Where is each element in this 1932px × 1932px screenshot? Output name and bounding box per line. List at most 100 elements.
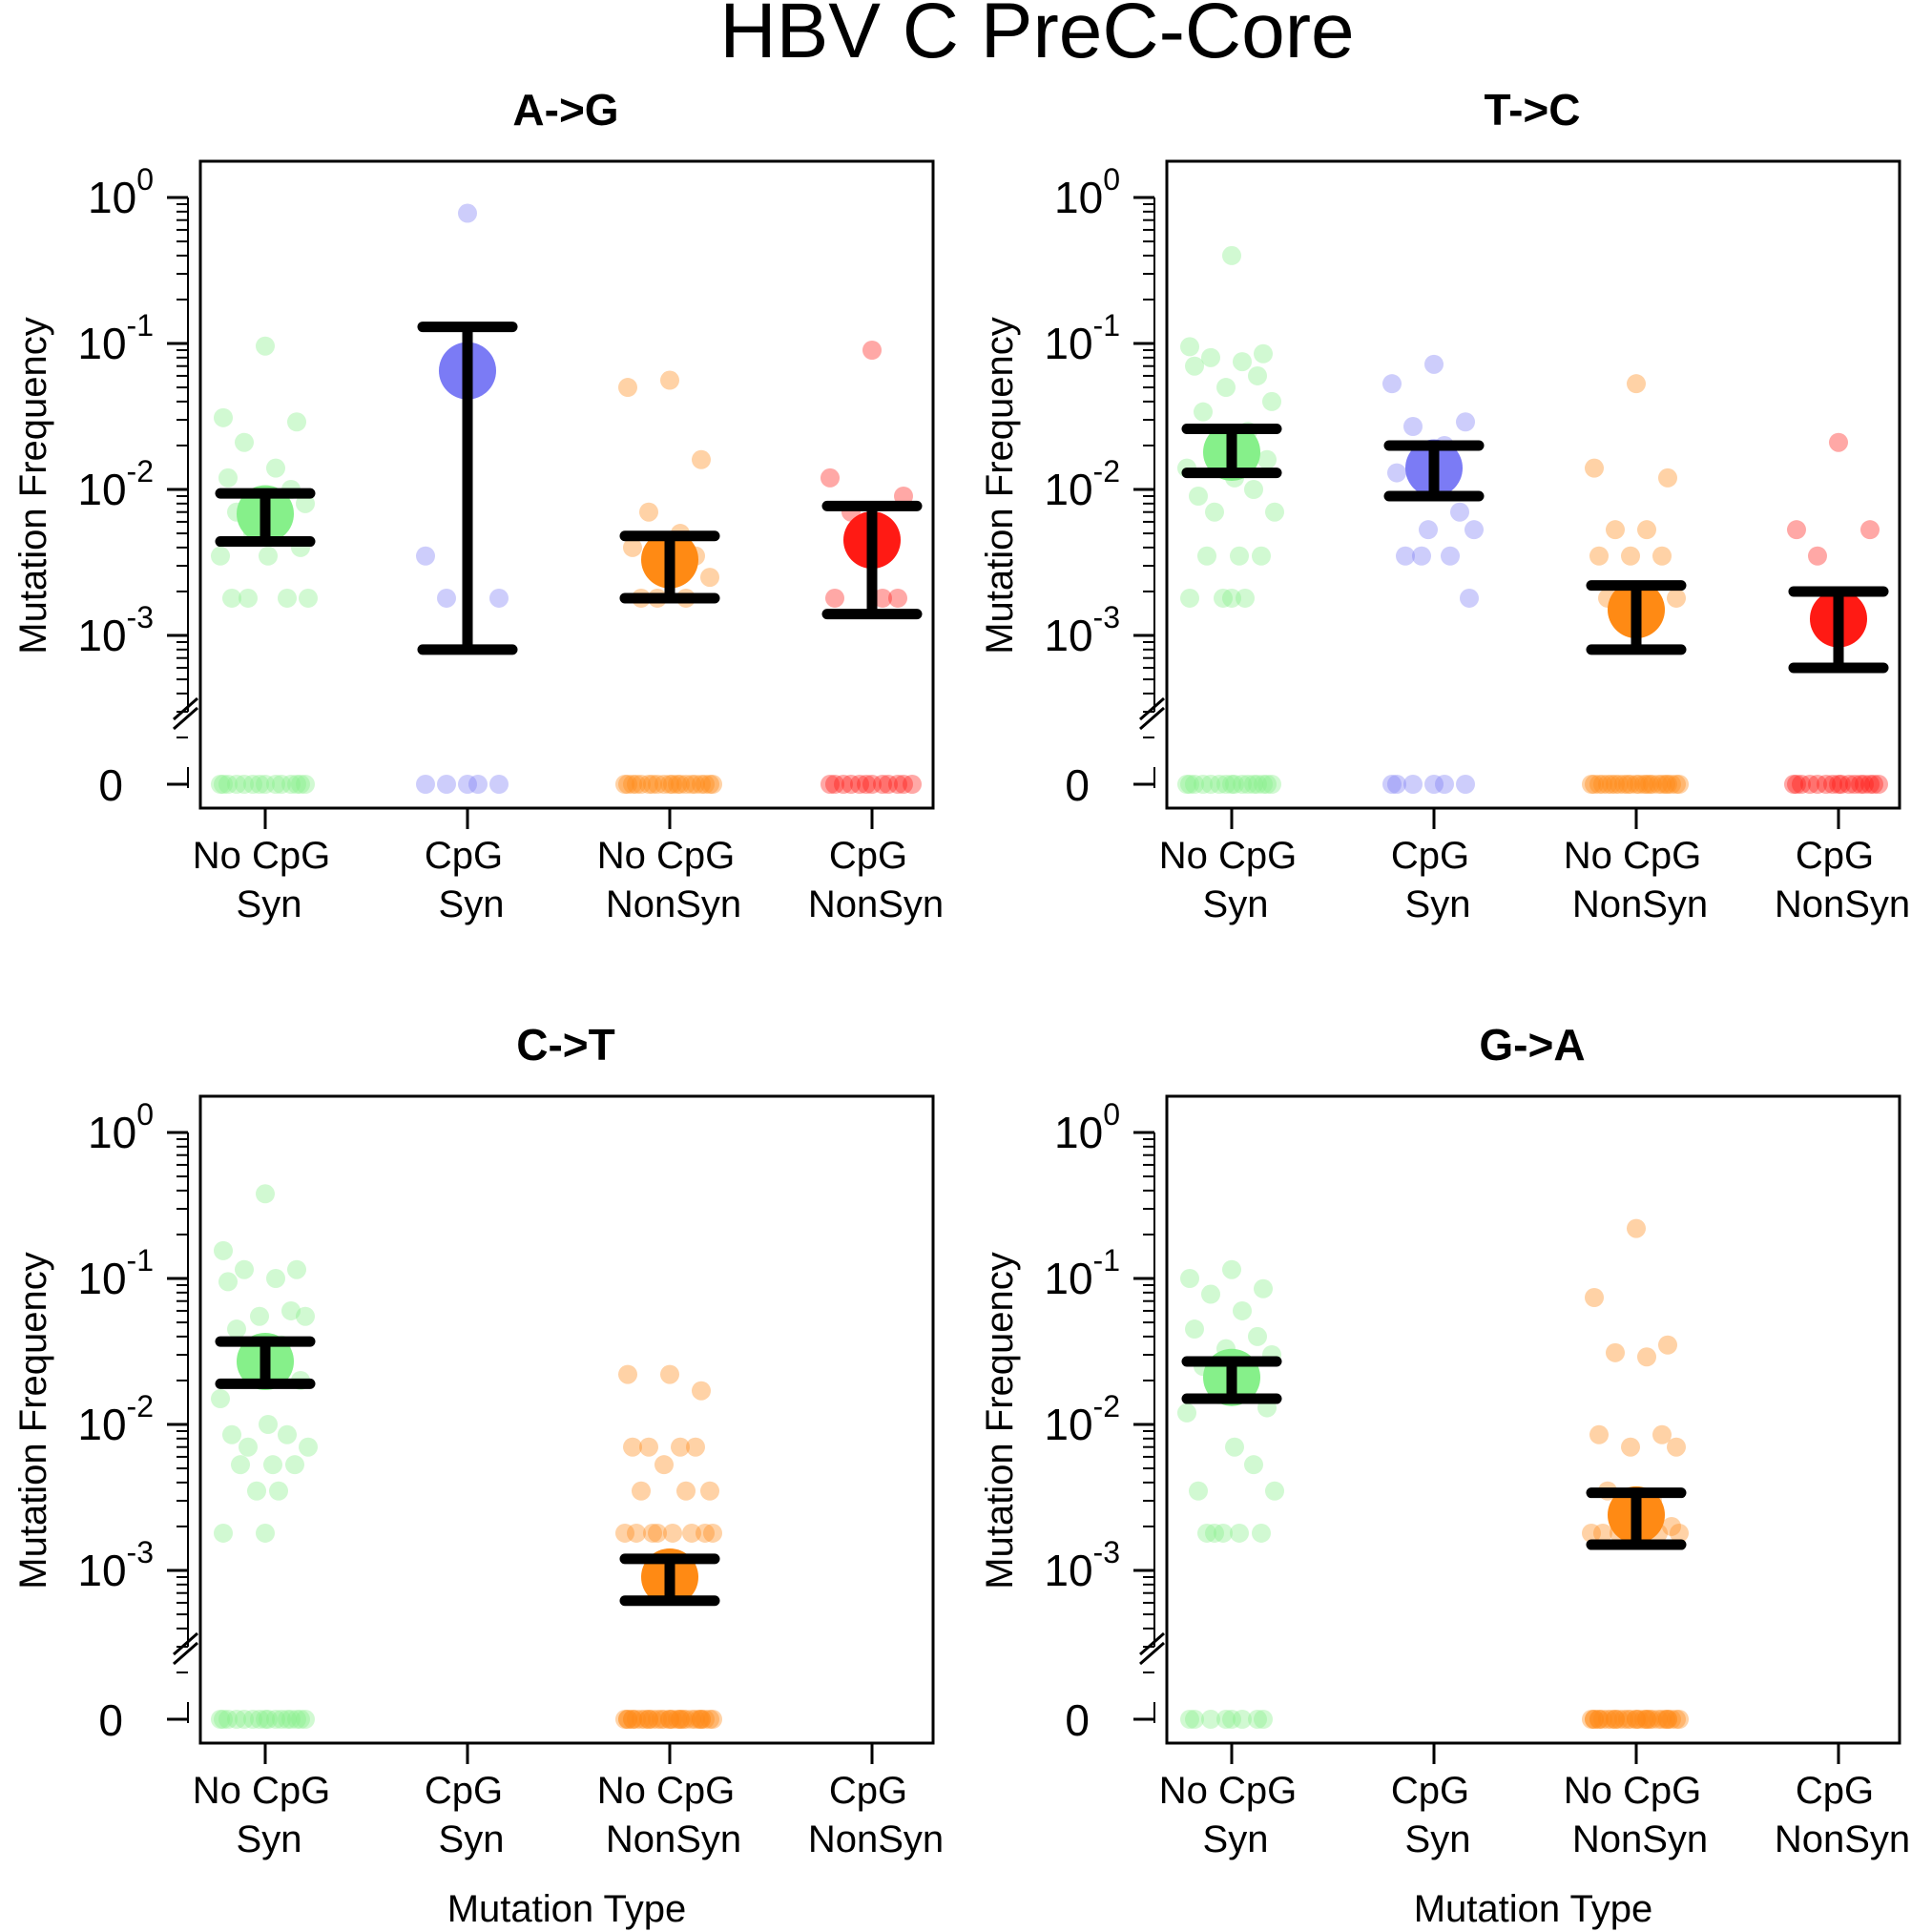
data-point xyxy=(1225,1437,1244,1457)
category-4: CpG NonSyn xyxy=(1775,432,1910,925)
data-point xyxy=(1419,520,1438,540)
zero-point xyxy=(1238,775,1257,794)
data-point xyxy=(1403,417,1423,437)
zero-point xyxy=(1662,1710,1681,1729)
data-point xyxy=(1244,1455,1263,1475)
zero-point xyxy=(1589,775,1609,794)
zero-point xyxy=(660,1710,679,1729)
zero-point xyxy=(618,775,637,794)
data-point xyxy=(235,1259,254,1279)
data-point xyxy=(1582,1523,1601,1543)
data-point xyxy=(1222,1259,1241,1279)
data-point xyxy=(1424,354,1444,374)
data-point xyxy=(1627,374,1646,394)
zero-point xyxy=(287,1710,306,1729)
zero-point xyxy=(1618,775,1637,794)
data-point xyxy=(1180,337,1199,357)
zero-point xyxy=(227,1710,246,1729)
zero-point xyxy=(618,1710,637,1729)
zero-point xyxy=(1593,775,1612,794)
zero-point xyxy=(692,1710,711,1729)
zero-point xyxy=(1637,1710,1656,1729)
zero-point xyxy=(639,1710,658,1729)
x-tick-label: CpG xyxy=(829,835,907,877)
zero-point xyxy=(1194,775,1213,794)
data-point xyxy=(1177,1402,1196,1423)
x-tick-label: No CpG xyxy=(193,1770,331,1812)
axis-break-mark xyxy=(173,1641,198,1666)
plot-frame xyxy=(198,1094,935,1745)
y-tick-label: 10-2 xyxy=(1044,1389,1120,1449)
zero-point xyxy=(266,1710,285,1729)
data-point xyxy=(1441,546,1460,566)
zero-point xyxy=(1180,1710,1199,1729)
x-tick-label: No CpG xyxy=(1159,1770,1298,1812)
zero-point xyxy=(821,775,840,794)
axis-break-mark xyxy=(173,1631,198,1656)
category-1: No CpG Syn xyxy=(1159,1259,1298,1860)
y-tick-label: 100 xyxy=(88,1097,154,1157)
data-point xyxy=(1456,412,1475,432)
data-point xyxy=(660,370,679,390)
zero-point xyxy=(1602,1710,1621,1729)
zero-point xyxy=(250,775,269,794)
zero-point xyxy=(437,775,456,794)
x-tick-label: Syn xyxy=(439,1818,505,1860)
zero-point xyxy=(489,775,509,794)
zero-point xyxy=(1658,1710,1677,1729)
data-point xyxy=(1214,588,1233,608)
category-1: No CpG Syn xyxy=(1159,245,1297,925)
zero-point xyxy=(1610,1710,1629,1729)
data-point xyxy=(1248,1326,1267,1346)
zero-point xyxy=(1387,775,1406,794)
category-4: CpG NonSyn xyxy=(1775,1743,1910,1860)
data-point xyxy=(660,1364,679,1384)
zero-point xyxy=(1180,775,1199,794)
x-tick-label: Syn xyxy=(1405,1818,1471,1860)
x-tick-label: CpG xyxy=(829,1770,907,1812)
y-tick-label: 10-1 xyxy=(77,1243,154,1303)
zero-point xyxy=(1602,775,1621,794)
zero-point xyxy=(1640,1710,1659,1729)
zero-point xyxy=(632,1710,651,1729)
data-point xyxy=(287,412,306,432)
data-point xyxy=(671,1437,690,1457)
data-point xyxy=(1637,520,1656,540)
data-point xyxy=(1808,546,1827,566)
chart-panel-2: T->C Mutation Frequency 100 10-1 10-2 10-3 0 No… xyxy=(979,85,1910,925)
y-axis-label: Mutation Frequency xyxy=(12,317,54,654)
data-point xyxy=(632,1481,651,1501)
zero-point xyxy=(1634,1710,1653,1729)
data-point xyxy=(269,1481,288,1501)
x-tick-label: CpG xyxy=(425,835,503,877)
category-2: CpG Syn xyxy=(425,1743,505,1860)
zero-point xyxy=(1585,1710,1604,1729)
data-point xyxy=(1652,1424,1672,1444)
data-point xyxy=(296,1306,315,1326)
data-point xyxy=(1236,588,1255,608)
y-tick-label: 10-1 xyxy=(1044,308,1120,368)
zero-point xyxy=(1817,775,1836,794)
zero-point xyxy=(468,775,488,794)
zero-point xyxy=(825,775,844,794)
data-point xyxy=(1197,546,1216,566)
x-tick-label: Syn xyxy=(237,1818,302,1860)
zero-point xyxy=(648,775,667,794)
zero-point xyxy=(281,775,301,794)
data-point xyxy=(888,588,907,608)
data-point xyxy=(256,336,275,356)
data-point xyxy=(239,588,258,608)
zero-point xyxy=(214,775,233,794)
x-tick-label: CpG xyxy=(1796,835,1874,877)
zero-point xyxy=(1210,775,1229,794)
data-point xyxy=(222,1424,241,1444)
zero-point xyxy=(1658,775,1677,794)
zero-point xyxy=(879,775,898,794)
data-point xyxy=(1658,467,1677,488)
zero-point xyxy=(1670,775,1689,794)
zero-point xyxy=(272,1710,291,1729)
data-point xyxy=(211,1389,230,1409)
data-point xyxy=(1450,502,1469,522)
zero-point xyxy=(1851,775,1870,794)
data-point xyxy=(682,1523,701,1543)
